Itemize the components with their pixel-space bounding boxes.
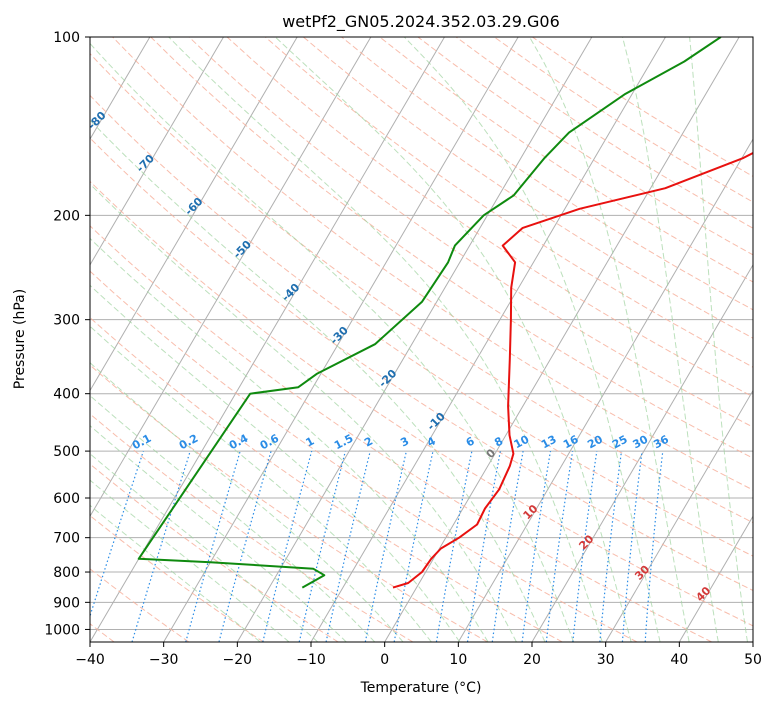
dewpoint-profile [137,37,722,589]
mixing-ratio-label: 13 [539,433,559,452]
dry-adiabat [226,37,753,398]
axes: −40 −30 −20 −10 0 10 20 30 40 50 100 200 300 400 500 60… [44,30,762,668]
mixing-ratio-label: 10 [512,433,532,452]
moist-adiabat [689,37,748,642]
y-tick-label: 600 [53,491,80,507]
mixing-ratio-line [599,451,623,642]
isotherm-line [90,37,372,518]
x-tick-label: 50 [744,652,762,668]
moist-adiabat [90,504,261,642]
dry-adiabat [90,463,339,642]
mixing-ratio-line [621,451,643,642]
y-tick-label: 300 [53,313,80,329]
moist-adiabat [529,37,690,642]
mixing-ratio-label: 30 [631,433,651,452]
chart-title: wetPf2_GN05.2024.352.03.29.G06 [282,12,560,32]
moist-adiabat [168,37,603,642]
isotherm-line [531,263,753,642]
y-tick-label: 400 [53,387,80,403]
profiles [137,37,753,589]
x-tick-label: −20 [223,652,253,668]
temperature-profile [392,151,753,589]
x-tick-label: 30 [597,652,615,668]
dry-adiabat [303,37,753,339]
moist-adiabat [90,394,376,642]
x-tick-label: 40 [670,652,688,668]
x-tick-label: −40 [75,652,105,668]
dry-adiabat [90,52,753,524]
mixing-ratio-line [521,450,552,642]
dry-adiabat [112,37,753,491]
y-tick-label: 700 [53,531,80,547]
y-tick-label: 800 [53,565,80,581]
background-lines [90,37,753,642]
dry-adiabat [90,270,638,642]
moist-adiabat [90,42,575,642]
mixing-ratio-line [262,450,313,642]
mixing-ratio-line [131,450,191,642]
isotherm-line [163,37,519,642]
isotherm-line [457,138,753,642]
isotherm-line [384,37,740,642]
x-axis-title: Temperature (°C) [360,680,482,696]
isotherm-line [90,37,224,266]
y-tick-label: 500 [53,444,80,460]
moist-adiabat [403,37,661,642]
dry-adiabat [90,514,264,642]
isotherm-line [605,389,753,642]
moist-adiabat [90,362,404,642]
mixing-ratio-line [644,451,664,642]
plot-frame [89,36,754,643]
dry-adiabat [90,225,712,642]
moist-adiabat [90,183,517,642]
x-tick-label: 20 [523,652,541,668]
moist-adiabat [90,325,432,642]
moist-adiabat [90,479,290,642]
isotherm-line [236,37,593,642]
x-tick-label: −10 [296,652,326,668]
y-axis-title: Pressure (hPa) [12,289,28,389]
isotherm-line [90,37,298,392]
dry-adiabat [90,316,563,642]
moist-adiabat [90,237,489,642]
mixing-ratio-line [572,451,598,642]
mixing-ratio-label: 25 [610,433,630,452]
x-tick-label: −30 [149,652,179,668]
mixing-ratio-label: 20 [585,433,605,452]
mixing-ratio-line [185,450,241,642]
mixing-ratio-line [491,450,524,642]
mixing-ratio-label: 16 [561,433,581,452]
moist-adiabat [90,119,546,642]
mixing-ratio-line [325,450,371,642]
dry-adiabat [150,37,753,459]
dry-adiabat [90,180,753,627]
mixing-ratio-line [545,451,574,642]
y-tick-label: 900 [53,595,80,611]
mixing-ratio-line [298,450,346,642]
moist-adiabat [90,425,347,642]
isotherm-line [678,515,753,642]
mixing-ratio-label: 36 [651,433,671,452]
moist-adiabat [90,453,319,642]
moist-adiabat [622,37,719,642]
y-tick-label: 100 [53,30,80,46]
y-tick-label: 200 [53,208,80,224]
dry-adiabat [90,364,488,642]
mixing-ratio-line [364,450,407,642]
dry-adiabat [90,94,753,557]
dry-adiabat [379,37,753,283]
isotherm-line [90,37,445,642]
x-tick-label: 0 [380,652,389,668]
y-tick-label: 1000 [44,622,80,638]
x-tick-label: 10 [449,652,467,668]
isotherm-line [90,37,151,141]
